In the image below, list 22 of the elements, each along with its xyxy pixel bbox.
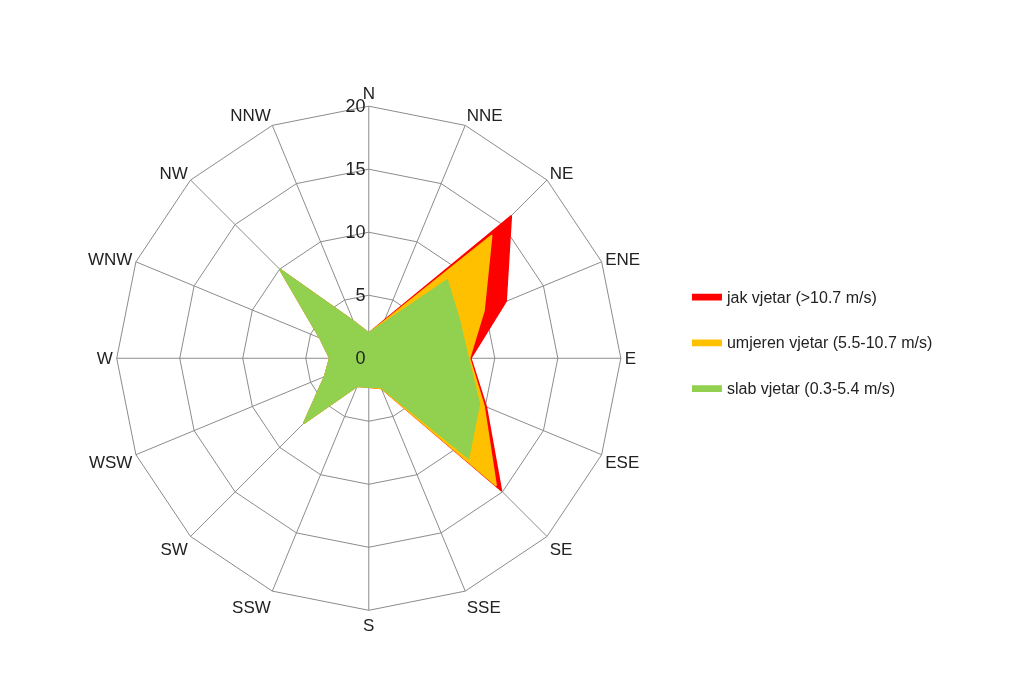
- y-tick-label: 10: [345, 222, 366, 243]
- spoke-label: NW: [159, 164, 188, 184]
- y-tick-label: 0: [355, 348, 366, 369]
- y-tick-label: 5: [355, 285, 366, 306]
- spoke-label: ESE: [605, 453, 640, 473]
- spoke-label: SE: [549, 540, 573, 560]
- spoke-label: WNW: [87, 249, 133, 269]
- legend-label: jak vjetar (>10.7 m/s): [725, 288, 877, 306]
- spoke-label: W: [96, 349, 113, 369]
- spoke-label: SSW: [232, 597, 271, 617]
- y-tick-label: 15: [345, 159, 366, 180]
- spoke-label: ENE: [605, 249, 641, 269]
- spoke-label: SSE: [466, 597, 501, 617]
- spoke-label: NE: [549, 164, 574, 184]
- spoke-label: WSW: [88, 453, 133, 473]
- spoke-label: E: [624, 349, 637, 369]
- spoke-label: NNW: [230, 105, 271, 125]
- legend-label: slab vjetar (0.3-5.4 m/s): [726, 380, 896, 398]
- spoke-label: SW: [160, 540, 188, 560]
- spoke-label: NNE: [466, 105, 503, 125]
- spoke-label: S: [363, 616, 375, 636]
- legend-label: umjeren vjetar (5.5-10.7 m/s): [726, 334, 933, 352]
